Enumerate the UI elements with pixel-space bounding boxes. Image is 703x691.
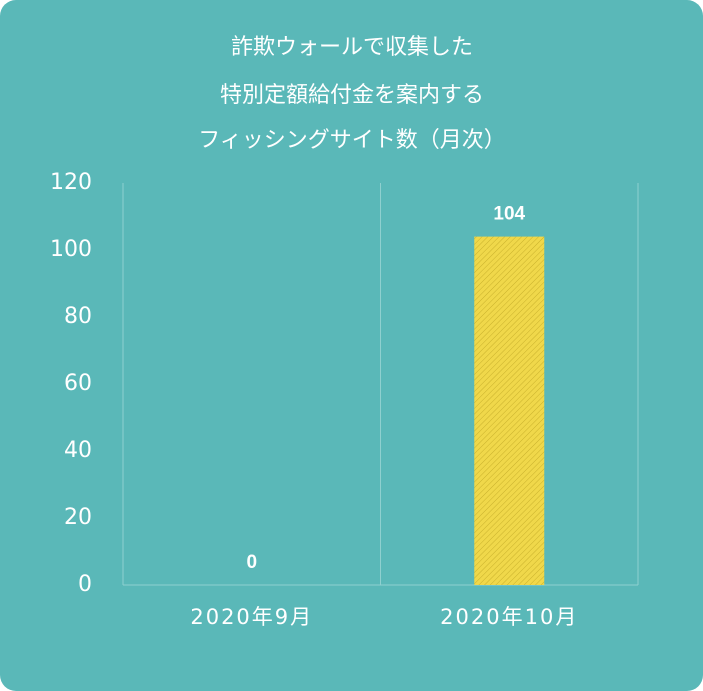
x-tick-label: 2020年9月 <box>190 605 313 629</box>
chart-title: 詐欺ウォールで収集した <box>231 35 473 60</box>
chart-title: フィッシングサイト数（月次） <box>198 128 506 153</box>
y-tick-label: 100 <box>50 237 92 262</box>
value-label: 104 <box>493 204 525 225</box>
y-tick-label: 0 <box>78 572 92 597</box>
y-tick-label: 60 <box>64 371 92 396</box>
x-tick-label: 2020年10月 <box>440 605 578 629</box>
y-tick-label: 40 <box>64 438 92 463</box>
value-label: 0 <box>246 552 257 573</box>
y-tick-label: 20 <box>64 505 92 530</box>
chart-title: 特別定額給付金を案内する <box>220 83 484 108</box>
y-tick-label: 120 <box>50 170 92 195</box>
bar <box>474 236 545 585</box>
y-tick-label: 80 <box>64 304 92 329</box>
